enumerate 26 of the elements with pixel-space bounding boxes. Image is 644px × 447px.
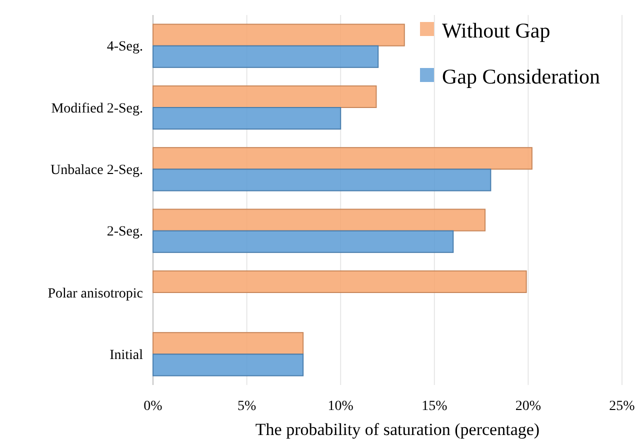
bar [152, 208, 486, 232]
y-tick-label: 4-Seg. [106, 40, 143, 55]
bar [152, 230, 454, 253]
y-tick-label: Unbalace 2-Seg. [50, 163, 143, 178]
x-tick-label: 20% [515, 398, 542, 414]
x-axis-title: The probability of saturation (percentage) [255, 420, 540, 439]
x-tick-label: 0% [144, 398, 163, 414]
y-tick-label: 2-Seg. [106, 224, 143, 240]
bar [152, 107, 342, 130]
bar [152, 332, 304, 355]
y-tick-label: Initial [110, 348, 144, 364]
bar [152, 24, 405, 46]
bar [152, 354, 304, 376]
x-tick-label: 25% [609, 398, 636, 414]
legend-label: Gap Consideration [442, 64, 601, 88]
bar [152, 270, 527, 293]
bar [152, 147, 532, 170]
x-tick-label: 15% [422, 398, 448, 414]
x-tick-label: 10% [328, 398, 354, 414]
bar [152, 85, 377, 108]
y-tick-label: Modified 2-Seg. [51, 101, 143, 116]
y-tick-label: Polar anisotropic [48, 286, 143, 302]
x-tick-label: 5% [237, 398, 256, 414]
bar [152, 45, 379, 68]
bar [152, 168, 492, 192]
legend-label: Without Gap [442, 18, 550, 42]
